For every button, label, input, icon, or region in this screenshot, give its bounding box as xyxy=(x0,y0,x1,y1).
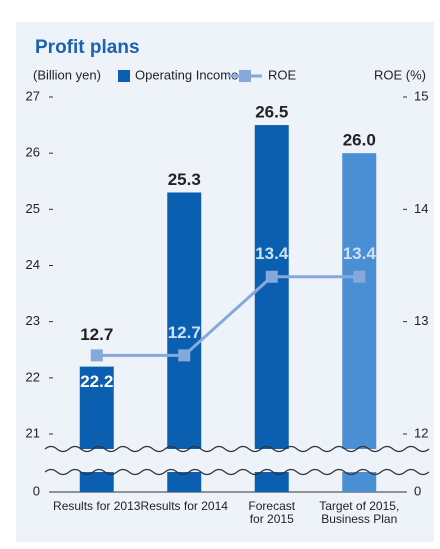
x-tick-label: for 2015 xyxy=(250,512,294,526)
roe-value-label: 13.4 xyxy=(343,244,377,263)
bar-value-label: 22.2 xyxy=(80,372,113,391)
bar xyxy=(167,192,202,492)
x-tick-label: Business Plan xyxy=(321,512,397,526)
axis-break xyxy=(45,449,411,472)
chart-title: Profit plans xyxy=(35,37,140,58)
roe-value-label: 12.7 xyxy=(80,325,113,344)
roe-marker xyxy=(353,270,366,283)
axis-break-line xyxy=(44,445,430,453)
y2-tick-label: 0 xyxy=(414,483,421,498)
x-tick-label: Results for 2013 xyxy=(53,499,141,513)
y2-tick-label: 13 xyxy=(414,313,428,328)
bar-value-label: 25.3 xyxy=(168,170,201,189)
bar xyxy=(254,125,289,492)
y-tick-label: 23 xyxy=(26,313,40,328)
axis-break-line xyxy=(44,468,430,476)
y-tick-label: 26 xyxy=(26,145,40,160)
roe-value-label: 12.7 xyxy=(168,323,201,342)
x-tick-label: Results for 2014 xyxy=(141,499,229,513)
y-tick-label: 21 xyxy=(26,425,40,440)
bar-value-label: 26.0 xyxy=(343,131,376,150)
x-tick-label: Forecast xyxy=(248,499,295,513)
legend-label: ROE xyxy=(268,67,297,82)
y-tick-label: 22 xyxy=(26,369,40,384)
y-axis-label: (Billion yen) xyxy=(33,67,101,82)
y-tick-label: 24 xyxy=(26,257,40,272)
roe-marker xyxy=(90,349,103,362)
y2-tick-label: 14 xyxy=(414,201,428,216)
legend-swatch-bar xyxy=(118,70,130,82)
y2-axis-label: ROE (%) xyxy=(374,67,426,82)
roe-marker xyxy=(265,270,278,283)
plot: 0 21 22 23 24 25 26 27 0 12 13 14 15 22.2 12.7 25.3 12.7… xyxy=(26,88,430,526)
roe-marker xyxy=(178,349,191,362)
y-tick-label: 25 xyxy=(26,201,40,216)
y2-tick-label: 12 xyxy=(414,425,428,440)
y-tick-label: 27 xyxy=(26,88,40,103)
roe-value-label: 13.4 xyxy=(255,244,289,263)
roe-line xyxy=(96,275,360,357)
x-tick-label: Target of 2015, xyxy=(319,499,399,513)
bar xyxy=(342,153,377,492)
y2-tick-label: 15 xyxy=(414,88,428,103)
bar-value-label: 26.5 xyxy=(255,103,288,122)
legend-label: Operating Income xyxy=(135,67,238,82)
y-tick-label: 0 xyxy=(33,483,40,498)
legend-swatch-marker xyxy=(239,70,251,82)
